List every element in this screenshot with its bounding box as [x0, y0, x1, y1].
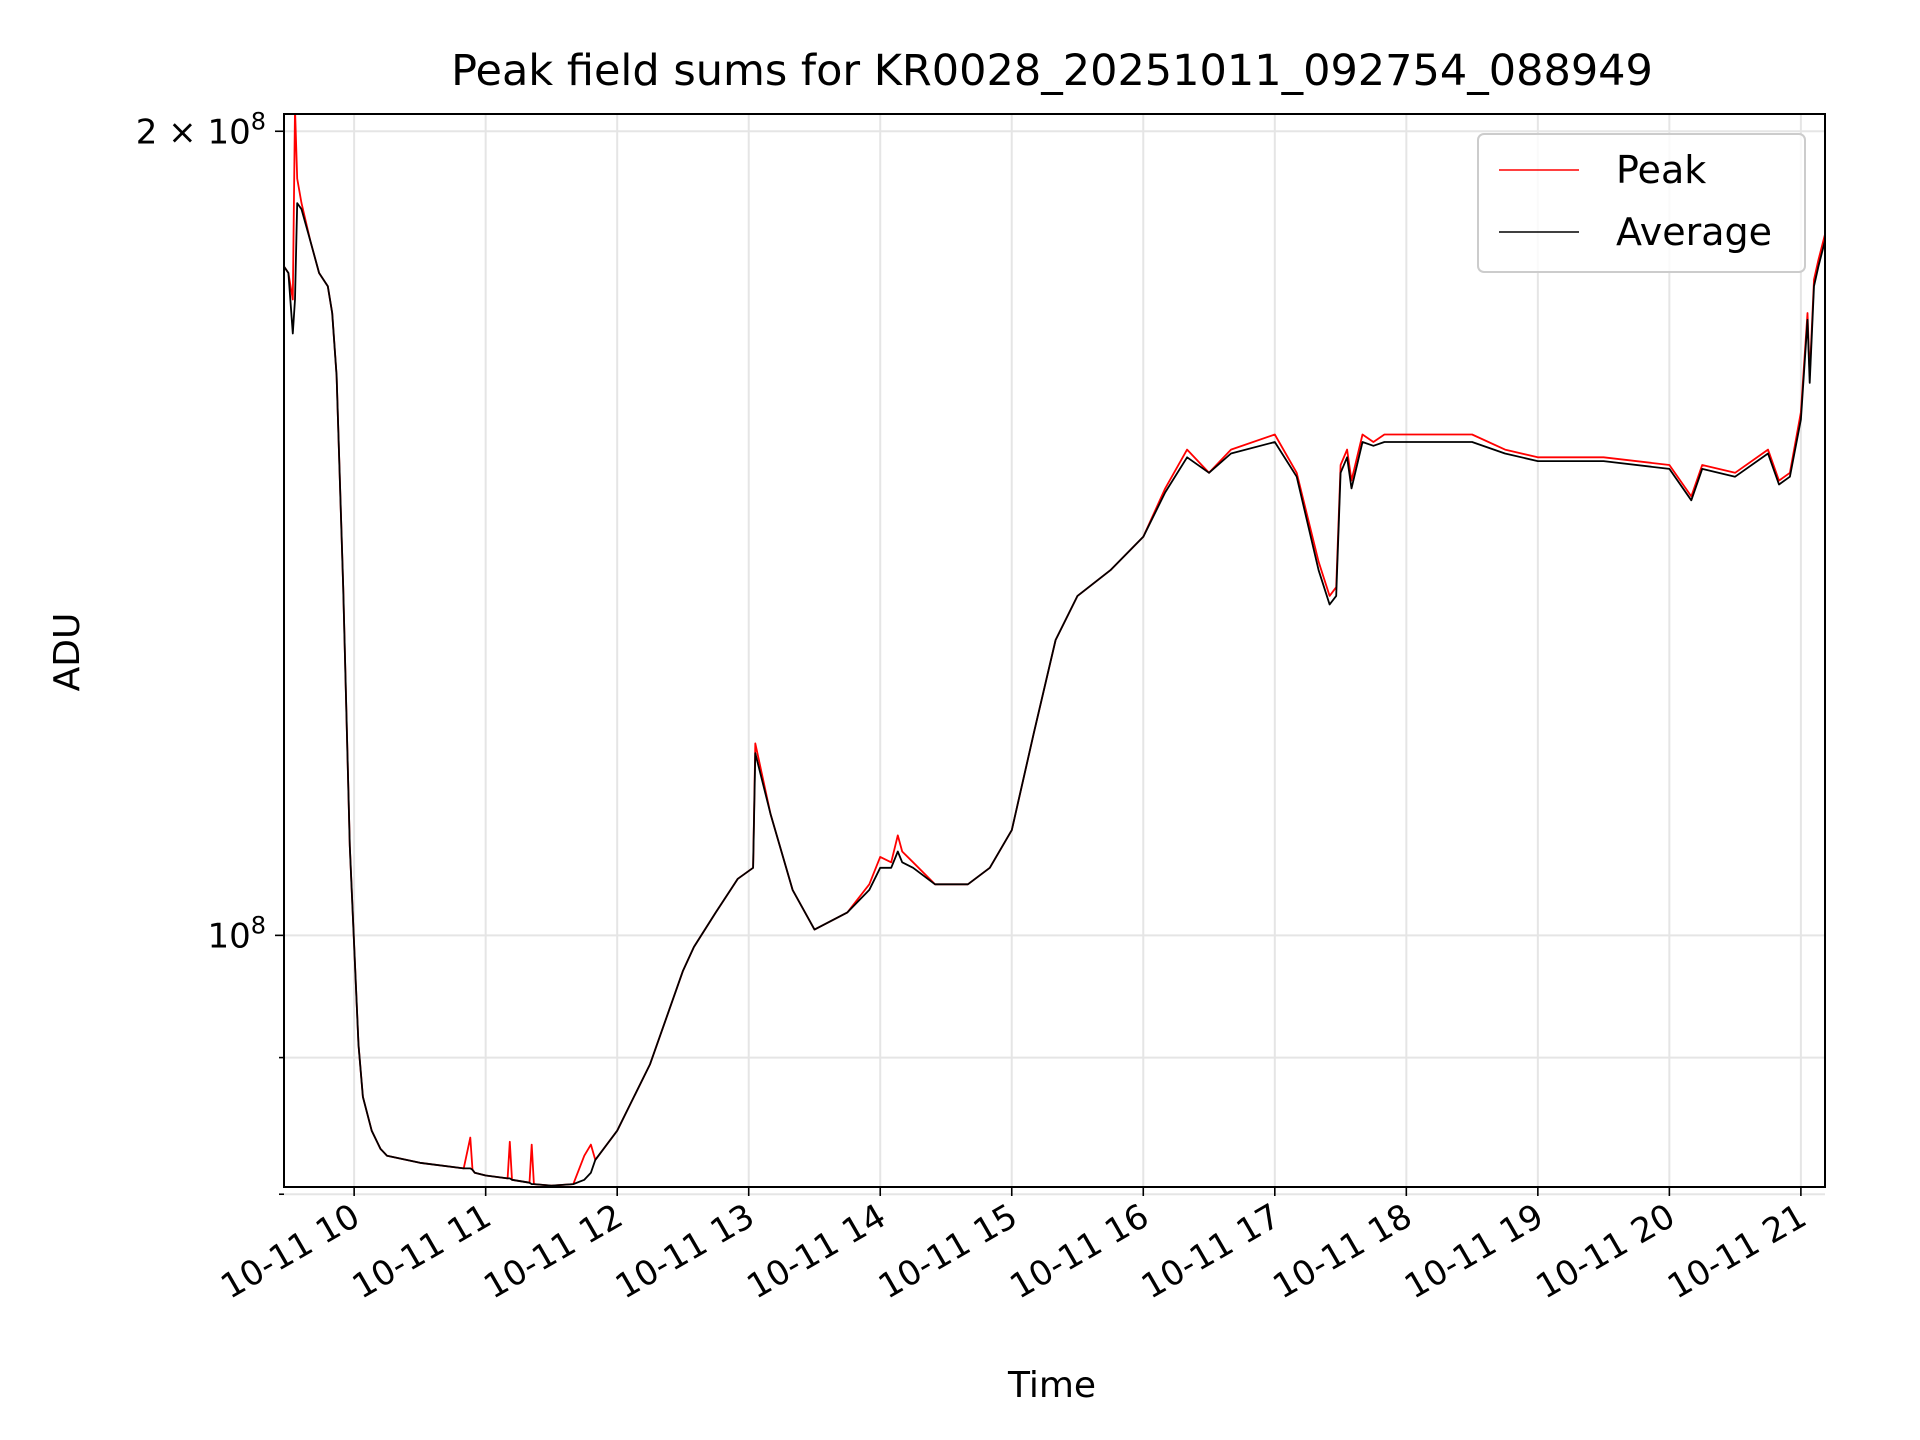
- grid-layer: [284, 114, 1825, 1196]
- x-axis-label: Time: [1007, 1365, 1096, 1406]
- y-tick-label: 2 × 108: [136, 107, 266, 152]
- series-layer: [284, 114, 1825, 1187]
- y-axis: 108 2 × 108: [136, 107, 284, 1196]
- y-tick-label: 108: [207, 911, 266, 956]
- series-line-average: [284, 202, 1825, 1187]
- legend-label-peak: Peak: [1616, 148, 1706, 192]
- legend-box: [1477, 133, 1806, 273]
- y-axis-label: ADU: [47, 613, 88, 692]
- legend-label-average: Average: [1616, 210, 1772, 254]
- chart-title: Peak field sums for KR0028_20251011_0927…: [451, 46, 1653, 96]
- plot-frame: [283, 113, 1826, 1188]
- legend: Peak Average: [1477, 133, 1806, 273]
